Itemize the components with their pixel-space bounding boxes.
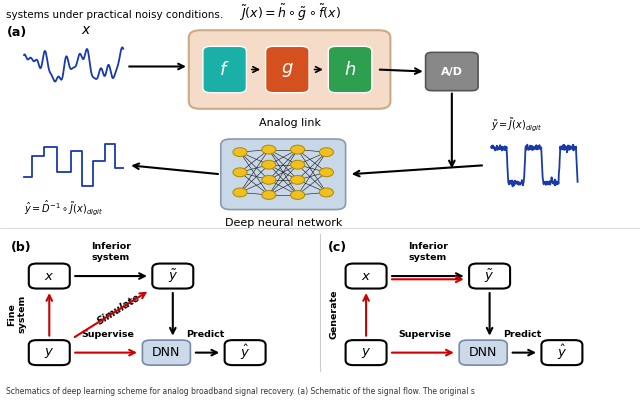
Text: A/D: A/D [441,66,463,77]
Text: Inferior
system: Inferior system [408,242,448,262]
Text: $\tilde{J}(x) = \tilde{h} \circ \tilde{g} \circ \tilde{f}(x)$: $\tilde{J}(x) = \tilde{h} \circ \tilde{g… [239,2,340,23]
FancyBboxPatch shape [225,340,266,365]
Text: Supervise: Supervise [81,330,134,339]
Circle shape [291,160,305,169]
Text: $\tilde{y} = \tilde{J}(x)_{digit}$: $\tilde{y} = \tilde{J}(x)_{digit}$ [492,116,543,134]
FancyBboxPatch shape [346,340,387,365]
FancyBboxPatch shape [203,46,246,93]
Text: Fine
system: Fine system [8,295,27,333]
FancyBboxPatch shape [152,264,193,289]
Text: $\tilde{y}$: $\tilde{y}$ [168,267,178,285]
Text: (c): (c) [328,241,347,254]
Text: (b): (b) [11,241,31,254]
Circle shape [319,188,333,197]
Circle shape [262,191,276,199]
Circle shape [233,188,247,197]
Text: $y$: $y$ [361,346,371,359]
Text: Inferior
system: Inferior system [91,242,131,262]
Circle shape [319,148,333,157]
FancyBboxPatch shape [346,264,387,289]
Text: $x$: $x$ [81,23,92,37]
FancyBboxPatch shape [29,264,70,289]
Text: DNN: DNN [152,346,180,359]
Circle shape [262,160,276,169]
Text: $x$: $x$ [361,270,371,283]
Text: $\hat{y}$: $\hat{y}$ [240,343,250,362]
Text: Deep neural network: Deep neural network [225,218,342,229]
Text: $h$: $h$ [344,60,356,79]
FancyBboxPatch shape [29,340,70,365]
FancyBboxPatch shape [426,52,478,91]
Circle shape [291,191,305,199]
Text: (a): (a) [6,26,27,39]
FancyBboxPatch shape [189,30,390,109]
Text: $f$: $f$ [220,60,230,79]
FancyBboxPatch shape [266,46,309,93]
Text: $\tilde{y}$: $\tilde{y}$ [484,267,495,285]
Circle shape [233,168,247,177]
FancyBboxPatch shape [460,340,507,365]
Circle shape [291,145,305,154]
Circle shape [262,145,276,154]
Text: $y$: $y$ [44,346,54,359]
Circle shape [262,175,276,184]
Circle shape [319,168,333,177]
Text: systems under practical noisy conditions.: systems under practical noisy conditions… [6,10,223,20]
Text: $x$: $x$ [44,270,54,283]
Text: Analog link: Analog link [259,118,321,128]
Circle shape [233,148,247,157]
Text: $g$: $g$ [281,60,294,79]
Text: DNN: DNN [469,346,497,359]
Text: Simulate: Simulate [95,292,142,327]
Text: $\hat{y} = \hat{D}^{-1} \circ \tilde{J}(x)_{digit}$: $\hat{y} = \hat{D}^{-1} \circ \tilde{J}(… [24,199,104,217]
FancyBboxPatch shape [328,46,372,93]
Text: Predict: Predict [504,330,541,339]
FancyBboxPatch shape [541,340,582,365]
Circle shape [291,175,305,184]
FancyBboxPatch shape [143,340,191,365]
Text: $\hat{y}$: $\hat{y}$ [557,343,567,362]
Text: Supervise: Supervise [398,330,451,339]
Text: Generate: Generate [330,290,339,339]
Text: Predict: Predict [187,330,225,339]
FancyBboxPatch shape [221,139,346,210]
FancyBboxPatch shape [469,264,510,289]
Text: Schematics of deep learning scheme for analog broadband signal recovery. (a) Sch: Schematics of deep learning scheme for a… [6,387,476,396]
